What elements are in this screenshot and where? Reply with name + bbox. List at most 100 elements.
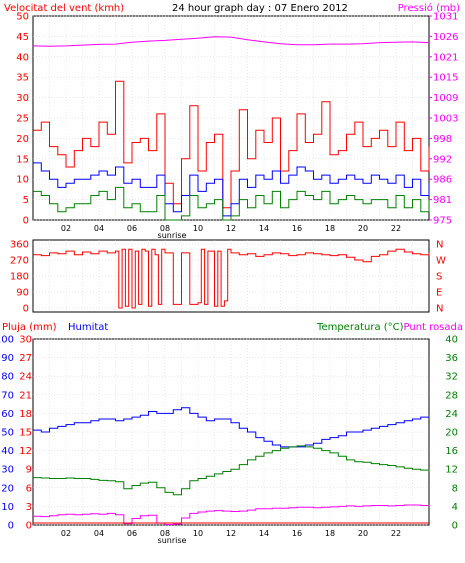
direction-degree-tick-label: 0 [23,304,29,315]
pressure-tick-label: 1003 [433,114,458,125]
pressure-tick-label: 1015 [433,73,458,84]
rain-tick-label: 0 [26,521,32,532]
rain-tick-label: 30 [19,335,32,346]
temperature-tick-label: 16 [445,446,458,457]
rain-tick-label: 15 [19,428,32,439]
wind-pressure-x-ticks: 02 04 06 08 10 12 14 16 18 20 22 [61,224,401,233]
hour-tick-label: 18 [325,529,335,538]
direction-compass-tick-label: E [436,288,442,299]
series-humidity-line [33,407,430,448]
series-gust-line [33,80,430,209]
hour-tick-label: 02 [61,529,71,538]
series-wind_min-line [33,186,430,221]
hour-tick-label: 08 [160,529,170,538]
direction-compass-tick-label: W [436,256,446,267]
pressure-tick-label: 992 [433,154,452,165]
direction-degree-tick-label: 180 [10,272,29,283]
temperature-humidity-series [33,407,430,525]
temperature-tick-label: 28 [445,390,458,401]
humidity-tick-label: 20 [1,483,14,494]
temperature-tick-label: 4 [452,502,458,513]
direction-compass-tick-label: N [436,304,443,315]
series-dewpoint-line [33,504,430,525]
hour-tick-label: 20 [358,529,368,538]
sunrise-label: sunrise [158,231,187,240]
temperature-tick-label: 36 [445,353,458,364]
rain-tick-label: 3 [26,502,32,513]
hour-tick-label: 20 [358,224,368,233]
temperature-tick-label: 24 [445,409,458,420]
wind-speed-axis-label: Velocitat del vent (kmh) [4,3,124,14]
humidity-tick-label: 70 [1,390,14,401]
wind-speed-tick-label: 15 [16,154,29,165]
dewpoint-axis-label: Punt rosada [404,322,463,333]
direction-compass-tick-label: S [436,272,442,283]
hour-tick-label: 14 [259,529,269,538]
sunrise-label-bottom: sunrise [158,536,187,545]
humidity-tick-label: 60 [1,409,14,420]
humidity-tick-label: 90 [1,353,14,364]
pressure-tick-label: 998 [433,134,452,145]
temperature-tick-label: 32 [445,372,458,383]
rain-tick-label: 21 [19,390,32,401]
rain-tick-label: 27 [19,353,32,364]
hour-tick-label: 18 [325,224,335,233]
wind-direction-grid [33,240,429,312]
hour-tick-label: 08 [160,224,170,233]
hour-tick-label: 14 [259,224,269,233]
temperature-tick-label: 0 [452,521,458,532]
temperature-tick-label: 12 [445,465,458,476]
rain-axis-label: Pluja (mm) [2,322,57,333]
temperature-tick-label: 40 [445,335,458,346]
direction-degree-tick-label: 270 [10,256,29,267]
series-pressure-line [32,36,430,47]
temperature-tick-label: 20 [445,428,458,439]
series-direction-line [33,248,430,309]
pressure-tick-label: 1026 [433,32,458,43]
wind-speed-tick-label: 35 [16,73,29,84]
hour-tick-label: 16 [292,224,302,233]
hour-tick-label: 10 [193,224,203,233]
humidity-tick-label: 30 [1,465,14,476]
humidity-tick-label: 100 [0,335,14,346]
wind-speed-tick-label: 45 [16,32,29,43]
pressure-tick-label: 1031 [433,12,458,23]
wind-speed-tick-label: 25 [16,114,29,125]
pressure-tick-label: 1021 [433,52,458,63]
hour-tick-label: 22 [391,224,401,233]
pressure-tick-label: 975 [433,216,452,227]
hour-tick-label: 12 [226,224,236,233]
wind-speed-tick-label: 30 [16,93,29,104]
humidity-tick-label: 0 [8,521,14,532]
wind-speed-tick-label: 5 [23,195,29,206]
rain-tick-label: 9 [26,465,32,476]
pressure-axis-label: Pressió (mb) [398,2,460,14]
direction-degree-tick-label: 90 [16,288,29,299]
pressure-tick-label: 986 [433,175,452,186]
wind-speed-tick-label: 40 [16,52,29,63]
humidity-tick-label: 10 [1,502,14,513]
rain-tick-label: 24 [19,372,32,383]
wind-speed-tick-label: 50 [16,12,29,23]
pressure-axis-ticks: 975 981 986 992 998 1003 1009 1015 1021 1026 1031 [429,12,458,227]
wind-pressure-series [32,36,430,221]
hour-tick-label: 10 [193,529,203,538]
rain-axis-ticks: 0 3 6 9 12 15 18 21 24 27 30 [19,335,32,532]
temperature-axis-label: Temperatura (°C) [316,322,404,333]
wind-speed-axis-ticks: 0 5 10 15 20 25 30 35 40 45 50 [16,12,29,227]
hour-tick-label: 22 [391,529,401,538]
pressure-tick-label: 981 [433,195,452,206]
temperature-tick-label: 8 [452,483,458,494]
rain-tick-label: 12 [19,446,32,457]
humidity-tick-label: 80 [1,372,14,383]
rain-tick-label: 18 [19,409,32,420]
direction-degree-tick-label: 360 [10,240,29,251]
series-temperature-line [33,445,430,496]
humidity-tick-label: 40 [1,446,14,457]
wind-speed-tick-label: 0 [23,216,29,227]
